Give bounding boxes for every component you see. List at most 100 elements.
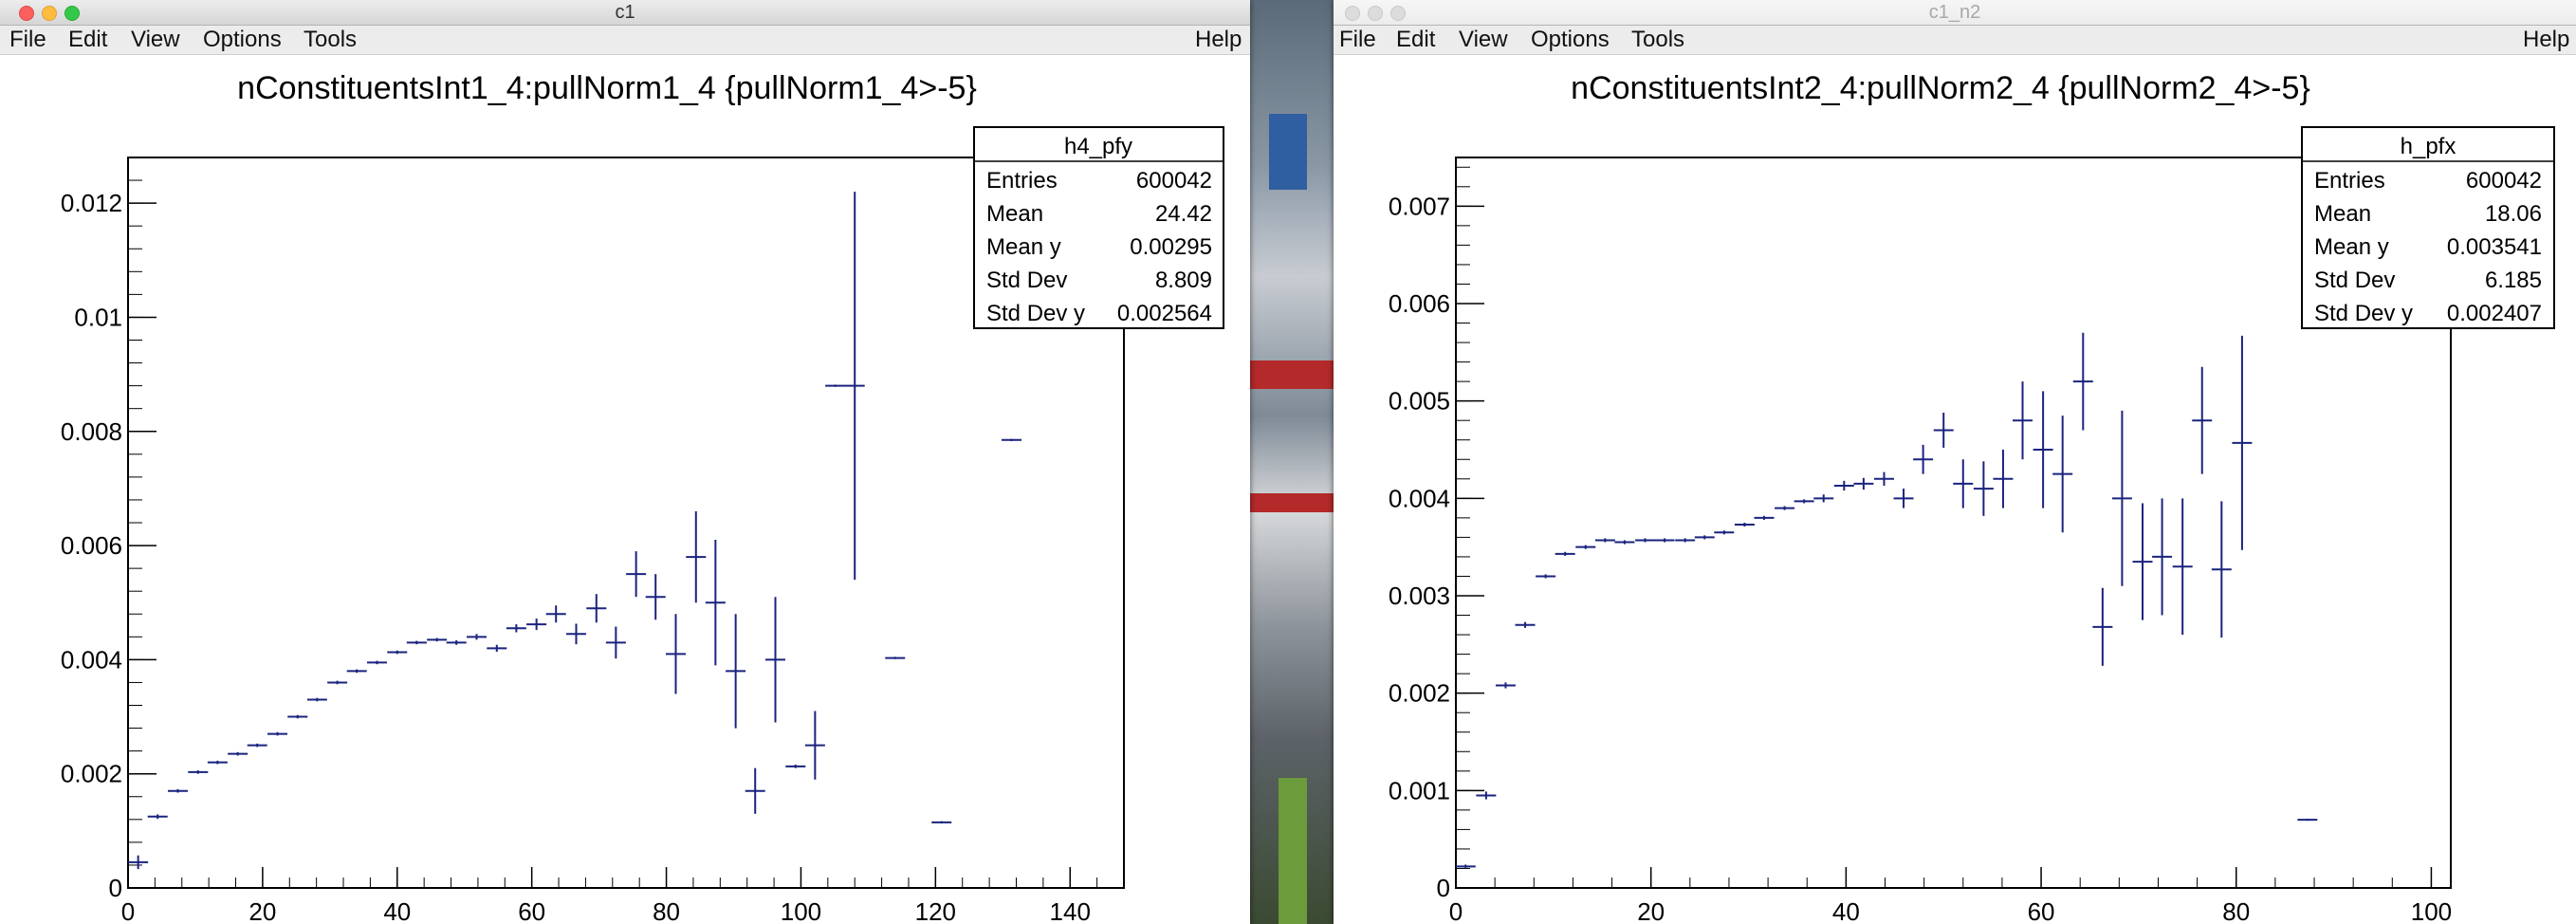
- data-point: [1734, 523, 1755, 527]
- data-point: [1833, 480, 1854, 491]
- stats-name: h_pfx: [2401, 134, 2456, 159]
- stats-box[interactable]: h4_pfy Entries 600042 Mean 24.42 Mean y …: [973, 126, 1224, 329]
- data-point: [1775, 506, 1795, 510]
- x-tick-label: 20: [248, 897, 276, 924]
- stats-box[interactable]: h_pfx Entries 600042 Mean 18.06 Mean y 0…: [2301, 126, 2555, 329]
- y-tick-label: 0.012: [61, 189, 122, 217]
- data-point: [446, 639, 467, 645]
- data-point: [765, 597, 785, 723]
- data-point: [1993, 450, 2014, 508]
- data-point: [825, 384, 846, 387]
- data-point: [1873, 471, 1894, 486]
- data-point: [306, 697, 327, 702]
- canvas-window-c1-n2: c1_n2 File Edit View Options Tools Help …: [1334, 0, 2576, 924]
- y-tick-label: 0.008: [61, 417, 122, 446]
- stats-label: Std Dev: [2314, 268, 2395, 293]
- data-point: [626, 551, 647, 598]
- data-point: [1594, 538, 1615, 543]
- menu-help[interactable]: Help: [1195, 27, 1242, 52]
- desktop-photo-detail: [1279, 778, 1307, 924]
- menu-view[interactable]: View: [1459, 27, 1508, 52]
- data-point: [188, 770, 209, 774]
- close-window-button[interactable]: [19, 6, 34, 21]
- data-point: [1813, 494, 1834, 503]
- stats-value: 6.185: [2485, 268, 2542, 293]
- minimize-window-button[interactable]: [42, 6, 57, 21]
- stats-label: Std Dev y: [2314, 301, 2413, 326]
- data-point: [228, 751, 248, 756]
- y-tick-label: 0.004: [1389, 484, 1450, 512]
- stats-value: 24.42: [1155, 201, 1212, 227]
- menu-view[interactable]: View: [131, 27, 180, 52]
- minimize-window-button[interactable]: [1368, 6, 1383, 21]
- data-point: [247, 743, 267, 748]
- stats-value: 0.00295: [1130, 234, 1212, 260]
- close-window-button[interactable]: [1345, 6, 1360, 21]
- data-point: [1754, 515, 1775, 520]
- plot-title: nConstituentsInt2_4:pullNorm2_4 {pullNor…: [1571, 70, 2310, 106]
- data-point: [487, 644, 507, 652]
- data-point: [726, 614, 746, 729]
- menu-edit[interactable]: Edit: [1396, 27, 1436, 52]
- data-point: [605, 626, 626, 659]
- data-points: [128, 192, 1022, 870]
- plot-canvas[interactable]: nConstituentsInt1_4:pullNorm1_4 {pullNor…: [0, 55, 1250, 924]
- data-point: [545, 605, 566, 623]
- data-point: [1794, 499, 1814, 504]
- menu-file[interactable]: File: [9, 27, 46, 52]
- data-point: [1002, 438, 1022, 441]
- data-point: [1913, 444, 1934, 474]
- desktop-photo-detail: [1250, 493, 1334, 512]
- plot-title: nConstituentsInt1_4:pullNorm1_4 {pullNor…: [237, 70, 977, 106]
- data-point: [207, 760, 228, 765]
- y-tick-label: 0: [1437, 874, 1450, 902]
- x-tick-label: 40: [383, 897, 411, 924]
- data-points: [1455, 332, 2318, 869]
- data-point: [467, 634, 487, 640]
- stats-label: Std Dev y: [986, 301, 1085, 326]
- data-point: [804, 711, 825, 780]
- x-tick-label: 100: [781, 897, 821, 924]
- plot-axes: 0 20 40 60 80 100 120 140 0 0.002 0.004 0.006 0.008 0…: [61, 157, 1125, 924]
- data-point: [128, 855, 149, 870]
- menu-file[interactable]: File: [1339, 27, 1376, 52]
- data-point: [645, 574, 666, 620]
- data-point: [745, 767, 765, 814]
- data-point: [1694, 535, 1715, 540]
- stats-value: 600042: [2466, 168, 2542, 194]
- data-point: [2232, 335, 2253, 550]
- data-point: [2092, 587, 2113, 666]
- stats-label: Std Dev: [986, 268, 1067, 293]
- plot-canvas[interactable]: nConstituentsInt2_4:pullNorm2_4 {pullNor…: [1334, 55, 2576, 924]
- data-point: [327, 680, 348, 685]
- window-titlebar[interactable]: c1_n2: [1334, 0, 2576, 26]
- menu-tools[interactable]: Tools: [304, 27, 358, 52]
- y-tick-label: 0.003: [1389, 582, 1450, 610]
- plot-frame: [1455, 157, 2452, 889]
- data-point: [427, 638, 448, 642]
- canvas-window-c1: c1 File Edit View Options Tools Help nCo…: [0, 0, 1250, 924]
- zoom-window-button[interactable]: [64, 6, 80, 21]
- y-tick-label: 0.002: [61, 760, 122, 788]
- menu-tools[interactable]: Tools: [1631, 27, 1685, 52]
- x-tick-label: 120: [915, 897, 956, 924]
- stats-label: Entries: [2314, 168, 2385, 194]
- menu-options[interactable]: Options: [203, 27, 282, 52]
- stats-label: Mean: [986, 201, 1043, 227]
- data-point: [1853, 477, 1874, 490]
- menu-help[interactable]: Help: [2523, 27, 2570, 52]
- y-tick-label: 0.001: [1389, 776, 1450, 804]
- data-point: [844, 192, 865, 581]
- data-point: [2192, 366, 2213, 474]
- data-point: [566, 623, 586, 645]
- menu-options[interactable]: Options: [1531, 27, 1610, 52]
- window-titlebar[interactable]: c1: [0, 0, 1250, 26]
- data-point: [2297, 819, 2318, 822]
- menu-bar: File Edit View Options Tools Help: [0, 26, 1250, 55]
- zoom-window-button[interactable]: [1390, 6, 1406, 21]
- data-point: [2111, 410, 2132, 586]
- x-tick-label: 80: [2222, 897, 2250, 924]
- menu-edit[interactable]: Edit: [68, 27, 108, 52]
- data-point: [1654, 538, 1675, 543]
- data-point: [168, 788, 188, 793]
